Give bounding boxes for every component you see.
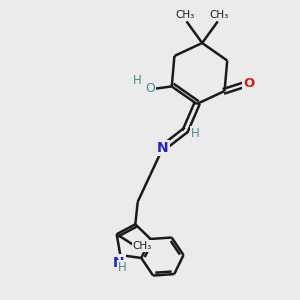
Text: CH₃: CH₃ <box>133 241 152 251</box>
Text: H: H <box>133 74 142 87</box>
Text: O: O <box>243 77 254 90</box>
Text: CH₃: CH₃ <box>176 10 195 20</box>
Text: N: N <box>113 256 124 270</box>
Text: H: H <box>118 261 127 274</box>
Text: O: O <box>145 82 155 95</box>
Text: H: H <box>191 127 200 140</box>
Text: CH₃: CH₃ <box>210 10 229 20</box>
Text: N: N <box>157 141 169 155</box>
